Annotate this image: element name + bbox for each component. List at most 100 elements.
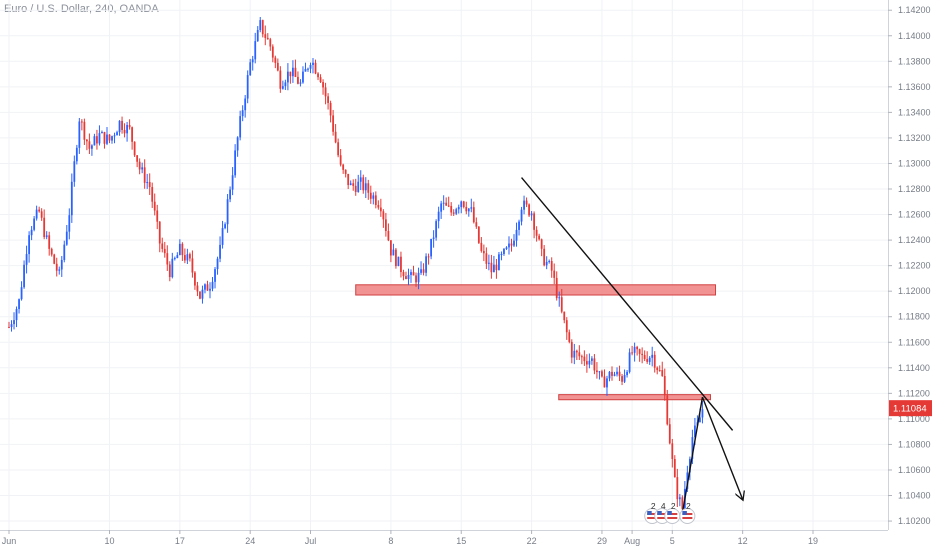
candle-body	[236, 137, 239, 151]
flag-stripe	[667, 513, 678, 515]
price-tick-label: 1.10800	[898, 439, 931, 449]
price-tick-label: 1.11400	[898, 363, 930, 373]
price-tick-label: 1.12200	[898, 261, 931, 271]
price-tick-label: 1.11000	[898, 414, 930, 424]
candle-body	[417, 272, 420, 283]
candle-body	[186, 254, 189, 261]
candle-body	[676, 477, 679, 500]
candle-body	[45, 235, 48, 238]
candle-body	[407, 274, 410, 280]
candle-body	[347, 173, 350, 186]
candle-body	[555, 277, 558, 299]
candle-body	[500, 253, 503, 255]
price-axis[interactable]: 1.14200 1.14000 1.13800 1.13600 1.13400 1.132…	[888, 0, 932, 530]
candle-body	[482, 250, 485, 254]
price-tick-label: 1.10400	[898, 491, 931, 501]
candle-body	[653, 354, 656, 368]
candle-body	[156, 210, 159, 222]
candle-body	[475, 222, 478, 227]
candle-body	[510, 243, 513, 246]
candle-body	[520, 209, 523, 222]
candle-body	[38, 209, 41, 212]
candle-body	[96, 136, 98, 144]
candle-body	[505, 247, 508, 249]
candle-body	[13, 320, 15, 325]
trend-line	[521, 177, 734, 431]
candle-body	[395, 249, 397, 267]
price-tick-label: 1.12600	[898, 210, 931, 220]
candle-body	[297, 76, 299, 84]
candle-body	[412, 272, 415, 276]
candle-body	[533, 213, 536, 230]
candle-body	[688, 458, 691, 473]
flag-canton	[647, 511, 652, 515]
trendlines-layer	[521, 177, 743, 514]
time-tick-label: 12	[738, 536, 748, 546]
flag-stripe	[682, 517, 693, 519]
candle-body	[493, 264, 495, 273]
candle-body	[143, 167, 146, 183]
time-tick-label: 5	[670, 536, 675, 546]
candle-body	[118, 120, 121, 133]
price-tick-label: 1.12400	[898, 235, 931, 245]
candle-body	[63, 244, 66, 260]
time-tick-label: 24	[245, 536, 255, 546]
candle-body	[191, 258, 194, 273]
projection-arrow	[701, 396, 742, 499]
candle-body	[189, 254, 191, 259]
candle-body	[231, 175, 234, 190]
candle-body	[643, 355, 646, 360]
time-tick-label: 15	[456, 536, 466, 546]
candle-body	[402, 272, 405, 277]
flag-stripe	[682, 513, 693, 515]
candle-body	[168, 264, 171, 278]
time-tick-label: 10	[104, 536, 114, 546]
grid-layer	[0, 0, 888, 530]
price-tick-label: 1.13200	[898, 133, 931, 143]
candle-body	[241, 110, 244, 117]
candle-body	[289, 71, 292, 77]
candle-body	[221, 228, 224, 245]
candle-body	[337, 142, 340, 156]
candle-body	[437, 211, 440, 222]
candle-body	[23, 264, 25, 288]
candle-body	[422, 269, 425, 273]
resistance-zone	[558, 394, 711, 401]
candle-body	[126, 124, 128, 134]
price-tick-label: 1.13000	[898, 158, 931, 168]
candle-body	[490, 262, 493, 273]
candle-body	[377, 204, 380, 208]
event-count: 2	[651, 501, 656, 511]
candle-body	[324, 87, 327, 97]
candle-body	[128, 124, 131, 128]
resistance-zone	[355, 284, 717, 296]
candle-body	[199, 291, 201, 299]
candle-body	[611, 371, 613, 376]
candle-body	[151, 187, 154, 202]
candle-body	[234, 150, 237, 176]
candle-body	[33, 218, 36, 230]
candle-body	[400, 256, 402, 273]
flag-stripe	[657, 513, 668, 515]
candle-body	[8, 326, 10, 328]
candle-body	[103, 132, 106, 144]
candle-body	[108, 134, 111, 141]
time-axis[interactable]: Jun 10 17 24 Jul 8 15 22 29 Aug 5 12 19	[0, 530, 888, 546]
candle-body	[25, 254, 28, 265]
candle-body	[638, 349, 641, 354]
candle-body	[415, 275, 417, 283]
candle-body	[279, 70, 282, 89]
candle-body	[146, 182, 149, 184]
candle-body	[648, 357, 651, 362]
candle-body	[671, 443, 674, 459]
candle-body	[254, 41, 257, 60]
candle-body	[435, 221, 438, 238]
candle-body	[178, 243, 181, 256]
candle-body	[65, 231, 68, 245]
candle-body	[334, 131, 337, 143]
candle-body	[440, 203, 443, 212]
candle-body	[83, 121, 86, 140]
candle-body	[663, 376, 666, 396]
time-tick-label: 29	[597, 536, 607, 546]
